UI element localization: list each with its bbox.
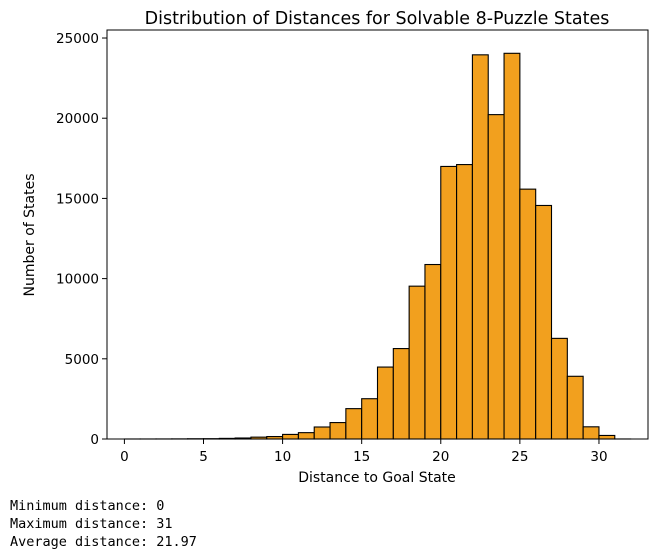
y-tick-label: 10000 <box>56 272 99 288</box>
y-tick-label: 25000 <box>56 31 99 47</box>
histogram-bar <box>456 164 473 440</box>
output-max-distance: Maximum distance: 31 <box>10 516 173 532</box>
output-average-distance: Average distance: 21.97 <box>10 534 197 550</box>
histogram-bar <box>297 432 315 440</box>
histogram-bar <box>471 54 489 440</box>
histogram-bar <box>408 285 426 440</box>
plot-frame <box>106 29 649 440</box>
histogram-bar <box>440 165 458 440</box>
x-tick-label: 0 <box>120 449 129 465</box>
y-tick-label: 15000 <box>56 191 99 207</box>
x-tick-label: 5 <box>199 449 208 465</box>
x-tick-label: 30 <box>590 449 607 465</box>
x-tick-label: 25 <box>511 449 528 465</box>
histogram-bar <box>424 263 442 440</box>
bars-group <box>123 52 632 440</box>
histogram-bar <box>313 426 331 440</box>
output-min-distance: Minimum distance: 0 <box>10 498 165 514</box>
x-tick-label: 20 <box>432 449 449 465</box>
histogram-bar <box>519 188 537 440</box>
histogram-bar <box>503 52 521 440</box>
x-tick-label: 10 <box>274 449 291 465</box>
histogram-figure: Distribution of Distances for Solvable 8… <box>22 9 649 486</box>
x-tick-label: 15 <box>353 449 370 465</box>
y-tick-label: 20000 <box>56 111 99 127</box>
histogram-bar <box>535 204 553 440</box>
x-axis-ticks: 0 5 10 15 20 25 30 <box>120 439 608 465</box>
histogram-bar <box>376 366 394 440</box>
histogram-bar <box>550 337 568 440</box>
y-tick-label: 0 <box>90 432 99 448</box>
y-axis-ticks: 0 5000 10000 15000 20000 25000 <box>56 31 107 448</box>
histogram-bar <box>598 434 616 440</box>
histogram-bar <box>329 422 347 440</box>
histogram-bar <box>392 348 410 440</box>
histogram-bar <box>487 114 505 440</box>
histogram-bar <box>361 398 379 440</box>
histogram-bar <box>282 433 299 440</box>
histogram-bar <box>566 375 584 440</box>
histogram-bar <box>345 408 363 440</box>
histogram-bar <box>582 426 600 440</box>
y-tick-label: 5000 <box>65 352 99 368</box>
chart-title: Distribution of Distances for Solvable 8… <box>145 9 610 29</box>
y-axis-label: Number of States <box>22 174 38 297</box>
x-axis-label: Distance to Goal State <box>298 470 456 486</box>
